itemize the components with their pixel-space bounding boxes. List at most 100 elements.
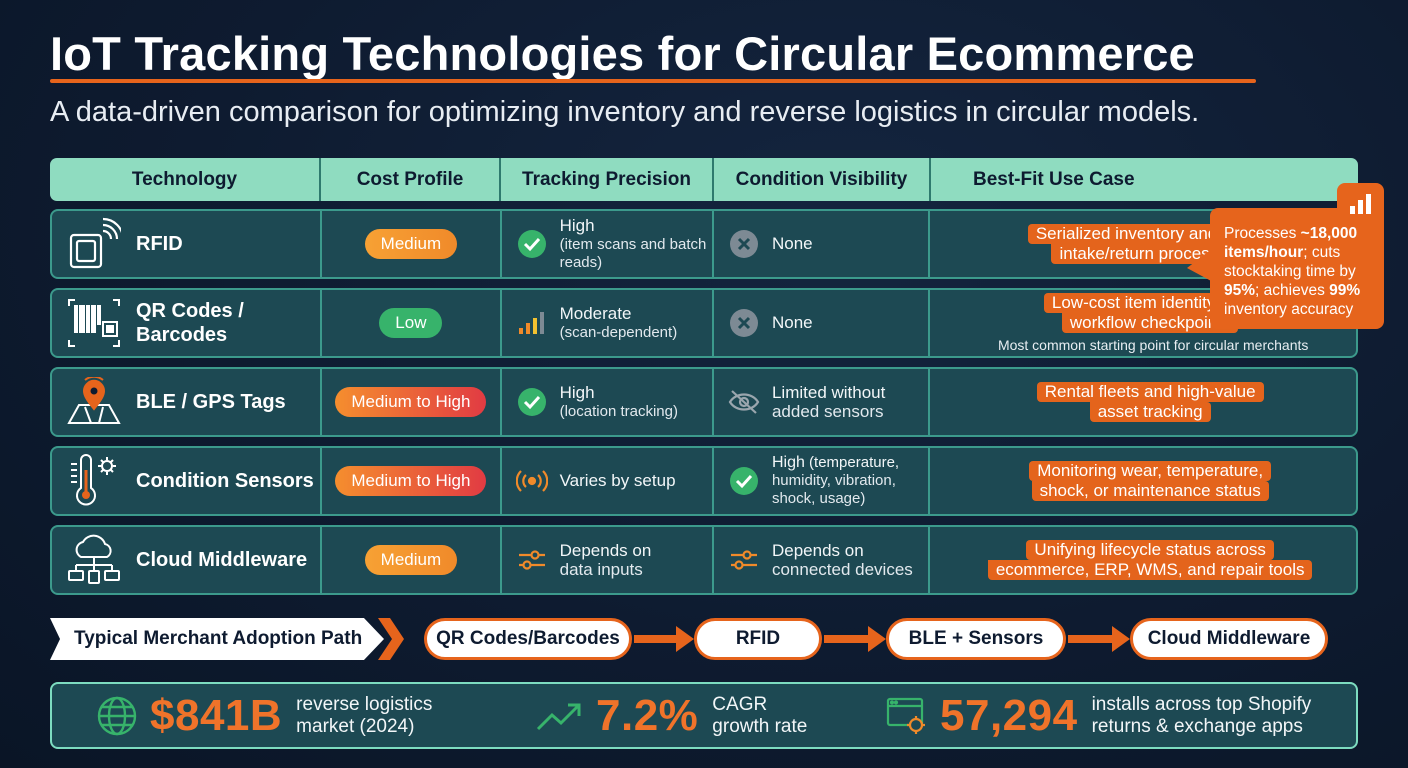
condition-detail: connected devices — [771, 560, 913, 579]
use-case-line: workflow checkpoints — [1061, 313, 1239, 333]
callout-text: ; achieves — [1255, 282, 1330, 299]
adoption-step-rfid: RFID — [694, 618, 822, 660]
sliders-icon — [516, 544, 548, 576]
condition-value: Limited without — [771, 383, 886, 402]
rfid-icon — [66, 216, 122, 272]
condition-cell: Limited without added sensors — [714, 369, 931, 435]
precision-cell: Moderate (scan-dependent) — [502, 290, 714, 356]
map-pin-icon — [66, 374, 122, 430]
globe-icon — [96, 695, 138, 737]
trend-up-icon — [536, 699, 584, 733]
header-tracking-precision: Tracking Precision — [501, 158, 714, 201]
cost-cell: Medium — [322, 211, 502, 277]
stat-description: reverse logistics market (2024) — [296, 693, 433, 737]
chevron-right-icon — [378, 618, 404, 660]
cost-badge: Medium to High — [335, 466, 487, 496]
arrow-right-icon — [1068, 626, 1130, 652]
cost-cell: Medium to High — [322, 448, 502, 514]
technology-cell: Cloud Middleware — [52, 527, 323, 593]
stat-value: 57,294 — [940, 690, 1078, 740]
condition-value: High — [771, 454, 805, 471]
page-subtitle: A data-driven comparison for optimizing … — [50, 96, 1200, 128]
adoption-step-qr-codes: QR Codes/Barcodes — [424, 618, 632, 660]
cost-badge: Medium — [364, 229, 458, 259]
header-cost-profile: Cost Profile — [321, 158, 501, 201]
condition-cell: None — [714, 290, 931, 356]
adoption-step-cloud-middleware: Cloud Middleware — [1130, 618, 1328, 660]
stat-value: $841B — [150, 690, 283, 740]
condition-cell: Depends on connected devices — [714, 527, 931, 593]
technology-name: Cloud Middleware — [136, 549, 308, 571]
barcode-qr-icon — [66, 295, 122, 351]
stat-market-size: $841B reverse logistics market (2024) — [96, 684, 432, 747]
arrow-right-icon — [634, 626, 694, 652]
bar-chart-icon — [1337, 183, 1384, 225]
precision-detail: data inputs — [559, 560, 643, 579]
header-best-fit-use-case: Best-Fit Use Case — [973, 168, 1135, 190]
condition-cell: High (temperature, humidity, vibration, s… — [714, 448, 931, 514]
table-row-rfid: RFID Medium High (item scans and batch re… — [50, 209, 1358, 279]
adoption-path-label: Typical Merchant Adoption Path — [50, 618, 384, 660]
use-case-line: Unifying lifecycle status across — [1026, 540, 1274, 560]
callout-highlight: 99% — [1329, 282, 1361, 299]
stats-bar: $841B reverse logistics market (2024) 7.… — [50, 682, 1358, 749]
table-row-ble-gps: BLE / GPS Tags Medium to High High (locat… — [50, 367, 1358, 437]
x-circle-icon — [728, 307, 760, 339]
condition-detail: humidity, vibration, shock, usage) — [771, 472, 896, 507]
arrow-right-icon — [824, 626, 886, 652]
stat-installs: 57,294 installs across top Shopify retur… — [886, 684, 1311, 747]
use-case-line: ecommerce, ERP, WMS, and repair tools — [987, 560, 1313, 580]
wireless-signal-icon — [515, 465, 548, 497]
table-header: Technology Cost Profile Tracking Precisi… — [50, 158, 1358, 201]
callout-text: inventory accuracy — [1224, 301, 1354, 318]
precision-cell: High (location tracking) — [502, 369, 714, 435]
technology-cell: QR Codes / Barcodes — [52, 290, 323, 356]
technology-name: RFID — [136, 233, 183, 255]
technology-name: BLE / GPS Tags — [136, 391, 286, 413]
cost-badge: Medium — [364, 545, 458, 575]
precision-value: Varies by setup — [559, 471, 676, 490]
technology-cell: Condition Sensors — [52, 448, 323, 514]
title-underline — [50, 79, 1256, 83]
thermometer-gear-icon — [66, 453, 122, 509]
use-case-note: Most common starting point for circular … — [997, 337, 1309, 353]
condition-value: None — [771, 313, 813, 332]
precision-value: Depends on — [559, 541, 652, 560]
table-row-condition-sensors: Condition Sensors Medium to High Varies … — [50, 446, 1358, 516]
header-condition-visibility: Condition Visibility — [714, 158, 931, 201]
precision-cell: Varies by setup — [502, 448, 714, 514]
callout-highlight: 95% — [1224, 282, 1256, 299]
app-settings-icon — [886, 697, 928, 735]
precision-cell: Depends on data inputs — [502, 527, 714, 593]
cloud-network-icon — [66, 532, 122, 588]
table-row-qr-codes: QR Codes / Barcodes Low Moderate (scan-de… — [50, 288, 1358, 358]
use-case-line: Low-cost item identity and — [1043, 293, 1257, 313]
signal-bars-icon — [516, 307, 548, 339]
technology-cell: BLE / GPS Tags — [52, 369, 323, 435]
callout-pointer — [1187, 248, 1213, 282]
use-case-cell: Monitoring wear, temperature, shock, or … — [930, 448, 1356, 514]
precision-detail: (scan-dependent) — [559, 324, 678, 341]
condition-inline: (temperature, — [804, 454, 900, 471]
use-case-line: Monitoring wear, temperature, — [1029, 461, 1272, 481]
precision-value: High — [559, 216, 595, 235]
cost-badge: Medium to High — [335, 387, 487, 417]
callout-text: ; cuts stocktaking time by — [1224, 244, 1356, 280]
use-case-line: Rental fleets and high-value — [1036, 382, 1264, 402]
callout-text: Processes — [1224, 225, 1301, 242]
technology-name: Condition Sensors — [136, 470, 314, 492]
stat-description: CAGR growth rate — [712, 693, 808, 737]
rfid-callout: Processes ~18,000 items/hour; cuts stock… — [1210, 208, 1384, 329]
condition-value: Depends on — [771, 541, 864, 560]
callout-highlight: ~18,000 items/hour — [1224, 225, 1358, 261]
stat-description: installs across top Shopify returns & ex… — [1091, 693, 1312, 737]
table-row-cloud-middleware: Cloud Middleware Medium Depends on data i… — [50, 525, 1358, 595]
condition-value: None — [771, 234, 813, 253]
use-case-cell: Unifying lifecycle status across ecommer… — [930, 527, 1356, 593]
check-circle-icon — [516, 228, 548, 260]
cost-cell: Medium to High — [322, 369, 502, 435]
precision-detail: (item scans and batch reads) — [559, 236, 707, 271]
precision-value: High — [559, 383, 595, 402]
precision-cell: High (item scans and batch reads) — [502, 211, 714, 277]
check-circle-icon — [516, 386, 548, 418]
